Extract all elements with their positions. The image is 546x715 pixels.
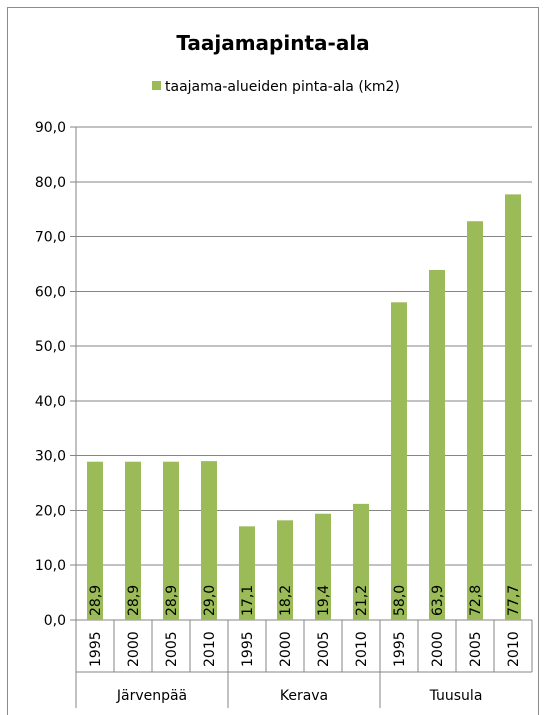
- y-tick-label: 70,0: [35, 230, 66, 246]
- x-tick-label: 1995: [88, 631, 104, 667]
- data-label: 28,9: [126, 585, 142, 616]
- data-label: 18,2: [278, 585, 294, 616]
- y-tick-label: 60,0: [35, 284, 66, 300]
- x-tick-label: 1995: [240, 631, 256, 667]
- data-label: 72,8: [468, 585, 484, 616]
- x-tick-label: 2010: [506, 631, 522, 667]
- data-label: 21,2: [354, 585, 370, 616]
- data-label: 63,9: [430, 585, 446, 616]
- bar: [125, 461, 141, 620]
- y-tick-label: 10,0: [35, 558, 66, 574]
- x-tick-label: 2000: [126, 631, 142, 667]
- bar: [353, 503, 369, 620]
- legend-label: taajama-alueiden pinta-ala (km2): [165, 79, 400, 95]
- data-label: 19,4: [316, 585, 332, 616]
- bar: [277, 520, 293, 620]
- data-label: 77,7: [506, 585, 522, 616]
- bar: [201, 461, 217, 620]
- data-label: 28,9: [88, 585, 104, 616]
- x-tick-label: 2005: [468, 631, 484, 667]
- y-tick-label: 50,0: [35, 339, 66, 355]
- group-label: Järvenpää: [116, 688, 187, 704]
- data-label: 58,0: [392, 585, 408, 616]
- x-tick-label: 1995: [392, 631, 408, 667]
- bar: [315, 513, 331, 620]
- bar: [505, 194, 521, 621]
- data-label: 17,1: [240, 585, 256, 616]
- y-tick-label: 0,0: [44, 613, 66, 629]
- x-tick-label: 2000: [278, 631, 294, 667]
- x-tick-label: 2005: [164, 631, 180, 667]
- x-tick-label: 2010: [354, 631, 370, 667]
- bar: [163, 461, 179, 620]
- legend-swatch: [152, 81, 161, 90]
- x-tick-label: 2000: [430, 631, 446, 667]
- group-label: Tuusula: [429, 688, 483, 704]
- data-label: 28,9: [164, 585, 180, 616]
- chart-title: Taajamapinta-ala: [176, 31, 369, 55]
- y-tick-label: 20,0: [35, 503, 66, 519]
- bar: [239, 526, 255, 620]
- y-tick-label: 90,0: [35, 120, 66, 136]
- y-tick-label: 30,0: [35, 449, 66, 465]
- bar: [467, 221, 483, 620]
- bar: [391, 302, 407, 620]
- x-tick-label: 2005: [316, 631, 332, 667]
- x-tick-label: 2010: [202, 631, 218, 667]
- y-tick-label: 40,0: [35, 394, 66, 410]
- y-tick-label: 80,0: [35, 175, 66, 191]
- bar: [429, 269, 445, 620]
- group-label: Kerava: [280, 688, 328, 704]
- data-label: 29,0: [202, 585, 218, 616]
- bar: [87, 461, 103, 620]
